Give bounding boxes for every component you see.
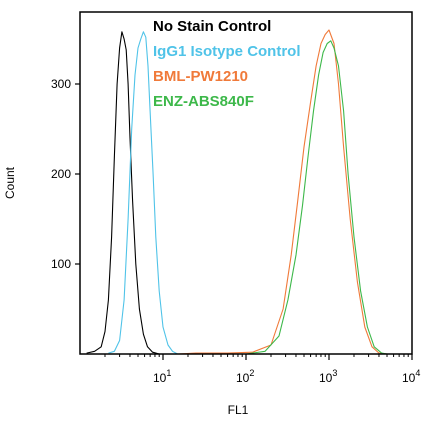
legend-entry-4: ENZ-ABS840F (153, 93, 254, 110)
y-tick-label: 100 (51, 257, 71, 271)
legend: No Stain Control IgG1 Isotype Control BML-… (153, 18, 301, 110)
y-axis-label: Count (3, 166, 17, 199)
series-line-3 (177, 29, 388, 355)
series-line-2 (108, 31, 178, 355)
y-tick-label: 300 (51, 77, 71, 91)
legend-entry-2: IgG1 Isotype Control (153, 43, 301, 60)
x-axis-label: FL1 (228, 403, 249, 417)
legend-entry-3: BML-PW1210 (153, 68, 248, 85)
series-line-4 (245, 40, 388, 355)
ticks-layer: 100 200 300 101 102 103 104 (51, 77, 420, 385)
series-layer (86, 29, 388, 355)
x-tick-label: 103 (319, 368, 337, 385)
x-tick-label: 102 (236, 368, 254, 385)
x-tick-label: 101 (153, 368, 171, 385)
y-tick-label: 200 (51, 167, 71, 181)
x-tick-label: 104 (402, 368, 420, 385)
legend-entry-1: No Stain Control (153, 18, 271, 35)
series-line-1 (86, 31, 160, 355)
